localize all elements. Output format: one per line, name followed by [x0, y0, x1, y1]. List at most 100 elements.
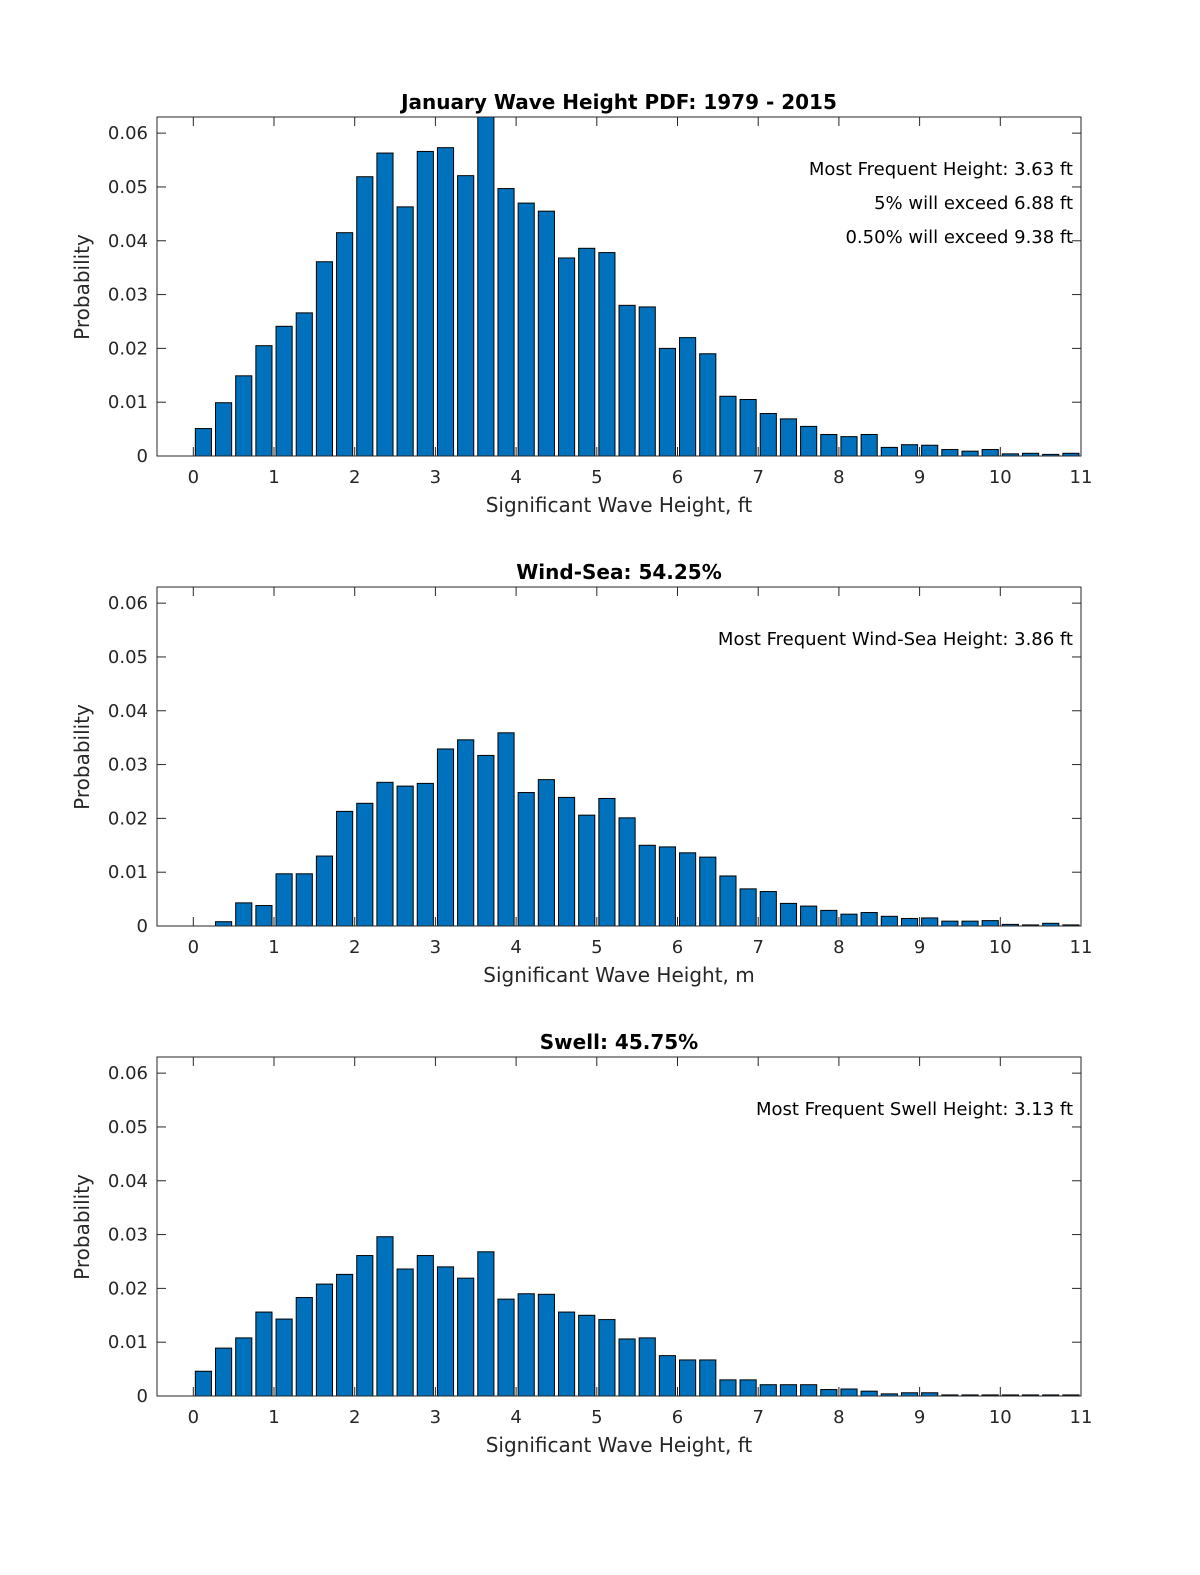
- panel-wind-sea: Wind-Sea: 54.25% 0 1 2 3 4 5 6 7 8 9 10 11 0 0.01 0.02…: [70, 560, 1092, 987]
- bar-group: [194, 116, 1080, 457]
- x-tick-label: 9: [914, 467, 925, 488]
- x-tick-label: 6: [672, 1407, 683, 1428]
- bar: [779, 902, 798, 927]
- y-axis-label: Probability: [70, 234, 94, 340]
- bar: [598, 252, 616, 457]
- chart-title: January Wave Height PDF: 1979 - 2015: [399, 90, 837, 114]
- x-tick-label: 11: [1070, 467, 1093, 488]
- x-tick-label: 10: [989, 937, 1012, 958]
- bar: [235, 902, 253, 927]
- x-tick-label: 4: [510, 937, 521, 958]
- bar: [235, 1337, 253, 1397]
- bar: [315, 261, 334, 457]
- tick-group: 0 1 2 3 4 5 6 7 8 9 10 11 0 0.01 0.02 0.03 0.04 0.05 0.06: [108, 587, 1093, 958]
- bar: [275, 1318, 293, 1397]
- x-tick-label: 11: [1070, 937, 1093, 958]
- bar: [255, 1311, 273, 1397]
- x-tick-label: 7: [752, 1407, 763, 1428]
- x-tick-label: 7: [752, 937, 763, 958]
- x-tick-label: 2: [349, 467, 360, 488]
- y-tick-label: 0.04: [108, 231, 148, 252]
- bar: [255, 345, 273, 457]
- bar: [235, 375, 253, 457]
- bar: [759, 412, 777, 457]
- axes-frame: [156, 116, 1082, 457]
- panel-swell: Swell: 45.75% 0 1 2 3 4 5 6 7 8 9 10 11 0 0.01 0.02 0.0…: [70, 1030, 1092, 1457]
- bar: [517, 1293, 535, 1397]
- bar: [255, 905, 273, 927]
- bar: [800, 1384, 818, 1397]
- x-tick-label: 0: [188, 467, 199, 488]
- bar: [719, 395, 737, 457]
- x-tick-label: 4: [510, 1407, 521, 1428]
- y-tick-label: 0.02: [108, 338, 148, 359]
- bar: [517, 202, 535, 457]
- bar: [376, 152, 394, 457]
- chart-title: Wind-Sea: 54.25%: [516, 560, 722, 584]
- bar: [416, 150, 434, 457]
- bar: [900, 444, 919, 457]
- bar: [396, 785, 414, 927]
- axes-frame: [156, 1056, 1082, 1397]
- bar: [779, 418, 798, 457]
- annotation-most-frequent: Most Frequent Swell Height: 3.13 ft: [756, 1099, 1073, 1120]
- bar: [295, 312, 313, 457]
- y-tick-label: 0.03: [108, 755, 148, 776]
- y-tick-label: 0.02: [108, 1278, 148, 1299]
- chart-title: Swell: 45.75%: [540, 1030, 698, 1054]
- bar: [941, 449, 959, 457]
- y-axis-label: Probability: [70, 704, 94, 810]
- x-tick-label: 10: [989, 467, 1012, 488]
- y-tick-label: 0.03: [108, 285, 148, 306]
- bar: [658, 1355, 676, 1397]
- bar: [376, 781, 394, 927]
- bar: [537, 210, 555, 457]
- bar: [436, 748, 455, 927]
- bar: [376, 1236, 394, 1397]
- bar: [336, 232, 354, 457]
- bar: [578, 1314, 596, 1397]
- bar: [396, 1268, 414, 1397]
- bar: [941, 920, 959, 927]
- bar: [638, 306, 656, 457]
- bar: [880, 915, 898, 927]
- x-tick-label: 0: [188, 937, 199, 958]
- bar: [719, 1379, 737, 1397]
- y-tick-label: 0.01: [108, 1332, 148, 1353]
- y-tick-label: 0.04: [108, 1171, 148, 1192]
- y-tick-label: 0.04: [108, 701, 148, 722]
- x-axis-label: Significant Wave Height, m: [483, 963, 754, 987]
- y-tick-label: 0.06: [108, 1063, 148, 1084]
- x-tick-label: 4: [510, 467, 521, 488]
- bar: [416, 1255, 434, 1397]
- bar: [860, 912, 878, 927]
- x-axis-label: Significant Wave Height, ft: [486, 493, 753, 517]
- y-tick-label: 0: [137, 446, 148, 467]
- x-tick-label: 7: [752, 467, 763, 488]
- x-tick-label: 8: [833, 937, 844, 958]
- bar: [356, 176, 374, 457]
- annotation-0.5pct-exceed: 0.50% will exceed 9.38 ft: [845, 227, 1073, 248]
- annotation-most-frequent: Most Frequent Height: 3.63 ft: [809, 159, 1073, 180]
- x-tick-label: 9: [914, 1407, 925, 1428]
- bar: [638, 844, 656, 927]
- y-tick-label: 0.05: [108, 177, 148, 198]
- y-tick-label: 0.06: [108, 593, 148, 614]
- x-tick-label: 8: [833, 1407, 844, 1428]
- bar: [618, 817, 636, 927]
- x-tick-label: 5: [591, 937, 602, 958]
- x-tick-label: 1: [268, 467, 279, 488]
- bar: [215, 921, 233, 927]
- bar: [194, 428, 212, 457]
- bar: [638, 1337, 656, 1397]
- y-tick-label: 0.02: [108, 808, 148, 829]
- bar: [295, 873, 313, 927]
- bar: [578, 247, 596, 457]
- bar: [921, 917, 939, 927]
- bar: [679, 852, 697, 927]
- bar: [457, 739, 475, 927]
- axes-frame: [156, 586, 1082, 927]
- bar: [759, 1384, 777, 1397]
- bar: [497, 732, 515, 927]
